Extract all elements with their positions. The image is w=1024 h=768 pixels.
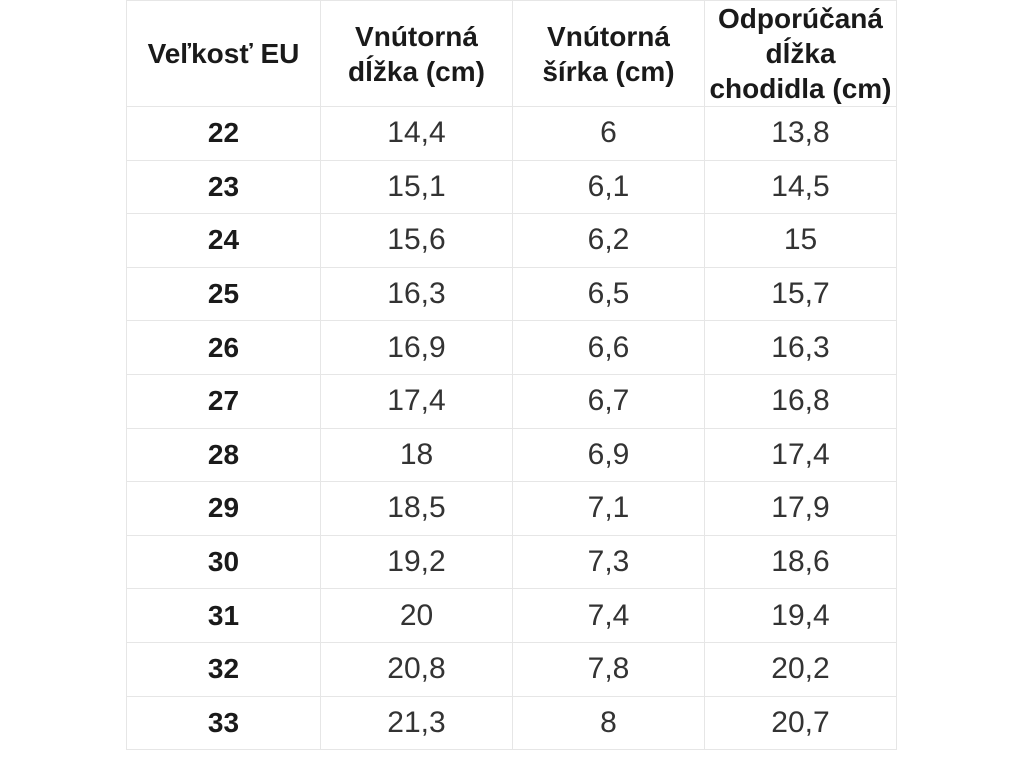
table-header: Veľkosť EU Vnútorná dĺžka (cm) Vnútorná šírk…: [126, 0, 897, 107]
cell-size-eu: 25: [126, 266, 321, 322]
cell-inner-width-cm: 6,5: [512, 266, 705, 322]
table-row: 30 19,2 7,3 18,6: [126, 534, 897, 590]
cell-inner-width-cm: 6,6: [512, 320, 705, 375]
col-header-size-eu: Veľkosť EU: [126, 0, 321, 107]
table-row: 28 18 6,9 17,4: [126, 427, 897, 483]
cell-inner-length-cm: 15,1: [320, 159, 513, 215]
cell-inner-length-cm: 16,3: [320, 266, 513, 322]
cell-inner-length-cm: 17,4: [320, 373, 513, 429]
cell-inner-width-cm: 7,3: [512, 534, 705, 590]
col-header-inner-length-cm: Vnútorná dĺžka (cm): [320, 0, 513, 107]
cell-inner-length-cm: 16,9: [320, 320, 513, 375]
table-row: 31 20 7,4 19,4: [126, 588, 897, 643]
cell-size-eu: 29: [126, 481, 321, 536]
table-body: 22 14,4 6 13,8 23 15,1 6,1 14,5 24 15,6 6,2 15 25 16,…: [126, 106, 897, 751]
cell-recommended-foot-length-cm: 16,3: [704, 320, 897, 375]
cell-size-eu: 24: [126, 213, 321, 268]
table-row: 24 15,6 6,2 15: [126, 213, 897, 268]
cell-recommended-foot-length-cm: 16,8: [704, 373, 897, 429]
table-row: 25 16,3 6,5 15,7: [126, 266, 897, 322]
table-row: 23 15,1 6,1 14,5: [126, 159, 897, 215]
cell-size-eu: 27: [126, 373, 321, 429]
table-row: 27 17,4 6,7 16,8: [126, 373, 897, 429]
cell-inner-width-cm: 6,9: [512, 427, 705, 483]
cell-inner-length-cm: 15,6: [320, 213, 513, 268]
cell-recommended-foot-length-cm: 20,7: [704, 695, 897, 751]
table-row: 26 16,9 6,6 16,3: [126, 320, 897, 375]
cell-recommended-foot-length-cm: 19,4: [704, 588, 897, 643]
cell-recommended-foot-length-cm: 14,5: [704, 159, 897, 215]
cell-size-eu: 33: [126, 695, 321, 751]
table-row: 33 21,3 8 20,7: [126, 695, 897, 751]
cell-recommended-foot-length-cm: 18,6: [704, 534, 897, 590]
cell-recommended-foot-length-cm: 15,7: [704, 266, 897, 322]
cell-inner-width-cm: 7,8: [512, 641, 705, 697]
cell-recommended-foot-length-cm: 17,4: [704, 427, 897, 483]
table-row: 29 18,5 7,1 17,9: [126, 481, 897, 536]
cell-size-eu: 32: [126, 641, 321, 697]
cell-inner-width-cm: 7,1: [512, 481, 705, 536]
cell-size-eu: 22: [126, 106, 321, 161]
cell-inner-width-cm: 8: [512, 695, 705, 751]
cell-inner-width-cm: 6: [512, 106, 705, 161]
cell-inner-width-cm: 6,1: [512, 159, 705, 215]
cell-inner-width-cm: 6,2: [512, 213, 705, 268]
cell-size-eu: 31: [126, 588, 321, 643]
table-row: 22 14,4 6 13,8: [126, 106, 897, 161]
cell-recommended-foot-length-cm: 13,8: [704, 106, 897, 161]
col-header-recommended-foot-length-cm: Odporúčaná dĺžka chodidla (cm): [704, 0, 897, 107]
cell-size-eu: 28: [126, 427, 321, 483]
cell-inner-length-cm: 18: [320, 427, 513, 483]
size-chart: Veľkosť EU Vnútorná dĺžka (cm) Vnútorná šírk…: [126, 0, 897, 751]
cell-size-eu: 23: [126, 159, 321, 215]
cell-inner-length-cm: 18,5: [320, 481, 513, 536]
cell-recommended-foot-length-cm: 20,2: [704, 641, 897, 697]
col-header-inner-width-cm: Vnútorná šírka (cm): [512, 0, 705, 107]
size-table: Veľkosť EU Vnútorná dĺžka (cm) Vnútorná šírk…: [126, 0, 897, 751]
cell-size-eu: 26: [126, 320, 321, 375]
cell-inner-length-cm: 21,3: [320, 695, 513, 751]
cell-inner-length-cm: 19,2: [320, 534, 513, 590]
cell-size-eu: 30: [126, 534, 321, 590]
table-row: 32 20,8 7,8 20,2: [126, 641, 897, 697]
cell-inner-length-cm: 14,4: [320, 106, 513, 161]
header-row: Veľkosť EU Vnútorná dĺžka (cm) Vnútorná šírk…: [126, 0, 897, 107]
cell-inner-length-cm: 20,8: [320, 641, 513, 697]
cell-inner-width-cm: 7,4: [512, 588, 705, 643]
cell-recommended-foot-length-cm: 17,9: [704, 481, 897, 536]
cell-recommended-foot-length-cm: 15: [704, 213, 897, 268]
cell-inner-width-cm: 6,7: [512, 373, 705, 429]
cell-inner-length-cm: 20: [320, 588, 513, 643]
